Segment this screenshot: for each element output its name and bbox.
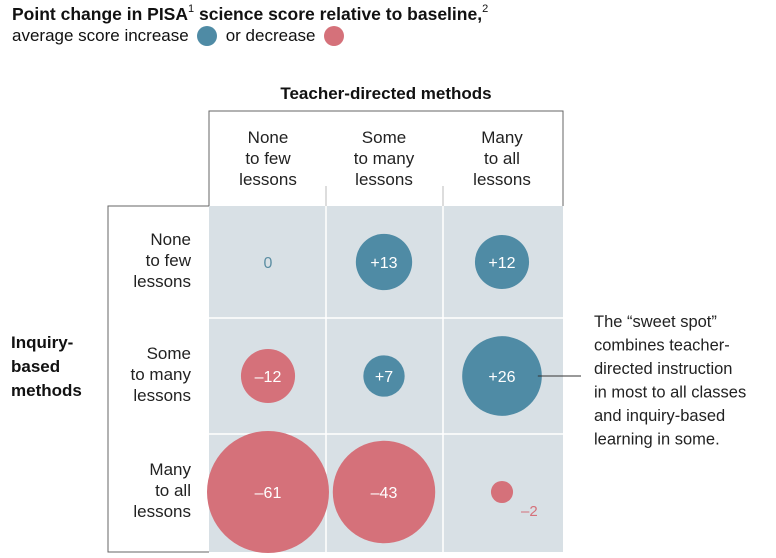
row-header-label: lessons [133,386,191,405]
row-header-label: Some [147,344,191,363]
bubble-label: –61 [255,485,282,502]
legend-decrease-swatch [323,26,344,46]
legend-increase-label: average score increase [12,26,189,45]
column-header-label: lessons [473,170,531,189]
bubble-increase [363,355,405,397]
legend: average score increase or decrease [12,26,353,46]
column-header-label: lessons [239,170,297,189]
legend-decrease-label: or decrease [225,26,316,45]
chart-title: Point change in PISA1 science score rela… [12,3,489,25]
annotation-text-line: in most to all classes [594,384,746,402]
row-header-label: to all [155,481,191,500]
footnote-1: 1 [188,3,195,16]
title-rest: science score relative to baseline, [194,4,483,24]
column-header-label: to few [245,149,291,168]
bubble-decrease [240,348,296,404]
annotation-text-line: and inquiry-based [594,407,725,425]
column-header-label: to all [484,149,520,168]
row-header-label: None [150,230,191,249]
row-header-label: lessons [133,272,191,291]
legend-increase-swatch [196,26,217,46]
column-header-label: Some [362,128,406,147]
bubble-label: –43 [371,485,398,502]
bubble-label: –12 [255,369,282,386]
y-axis-title-line: Inquiry- [11,333,73,352]
bubble-label: +26 [488,369,515,386]
y-axis-title-line: methods [11,381,82,400]
column-header-label: None [248,128,289,147]
bubble-label: +12 [488,255,515,272]
column-header-label: Many [481,128,523,147]
bubble-label: +13 [370,255,397,272]
row-header-label: to many [131,365,192,384]
bubble-increase [462,336,542,416]
row-header-label: lessons [133,502,191,521]
row-header-label: to few [146,251,192,270]
row-header-label: Many [149,460,191,479]
row-header-bracket [107,205,209,553]
bubble-label-zero: 0 [264,255,273,272]
footnote-2: 2 [482,3,489,16]
column-header-label: lessons [355,170,413,189]
bubble-decrease [332,440,436,544]
column-header-label: to many [354,149,415,168]
y-axis-title-line: based [11,357,60,376]
bubble-increase [355,233,413,291]
bubble-decrease [490,480,514,504]
title-main: Point change in PISA [12,4,188,24]
annotation-text-line: combines teacher- [594,337,730,355]
x-axis-title: Teacher-directed methods [280,84,491,103]
bubble-label-outside: –2 [521,503,538,520]
bubble-increase [474,234,530,290]
annotation-text-line: The “sweet spot” [594,313,717,331]
bubble-label: +7 [375,369,393,386]
column-header-bracket [208,110,564,206]
bubble-decrease [207,431,329,553]
annotation-text-line: directed instruction [594,360,733,378]
annotation-text-line: learning in some. [594,431,720,449]
